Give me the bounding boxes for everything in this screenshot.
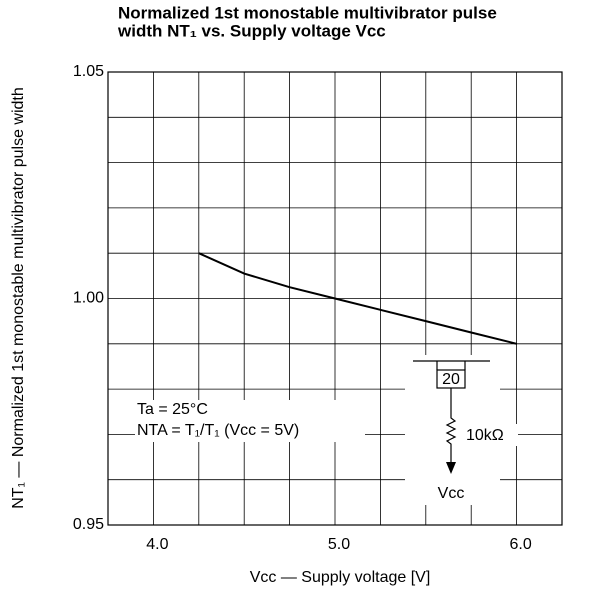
- y-tick-label: 1.00: [73, 290, 104, 307]
- y-axis-label: NT₁ — Normalized 1st monostable multivib…: [10, 87, 27, 509]
- chart-title: Normalized 1st monostable multivibrator …: [118, 3, 497, 22]
- plot-frame: [107, 71, 563, 526]
- chart-title: width NT₁ vs. Supply voltage Vcc: [117, 21, 386, 40]
- circuit-label: 20: [442, 371, 460, 388]
- circuit-label: 10kΩ: [466, 427, 504, 444]
- x-tick-label: 5.0: [328, 536, 350, 553]
- circuit-label: Vcc: [438, 485, 465, 502]
- y-tick-label: 0.95: [73, 516, 104, 533]
- x-tick-label: 6.0: [509, 536, 531, 553]
- arrow: [446, 462, 456, 474]
- circuit: 20 10kΩ Vcc: [405, 355, 518, 505]
- annotation: Ta = 25°C: [137, 401, 208, 418]
- label-background: [462, 424, 518, 446]
- plot-area: 4.0 5.0 6.0 0.95 1.00 1.05 Ta = 25°C NTA = T₁/T…: [73, 63, 563, 553]
- resistor: [445, 388, 457, 462]
- y-tick-label: 1.05: [73, 63, 104, 80]
- data-line: [198, 252, 517, 345]
- annotation-background: [135, 400, 365, 442]
- x-axis-label: Vcc — Supply voltage [V]: [250, 569, 431, 586]
- x-tick-label: 4.0: [146, 536, 168, 553]
- annotation: NTA = T₁/T₁ (Vcc = 5V): [137, 422, 299, 439]
